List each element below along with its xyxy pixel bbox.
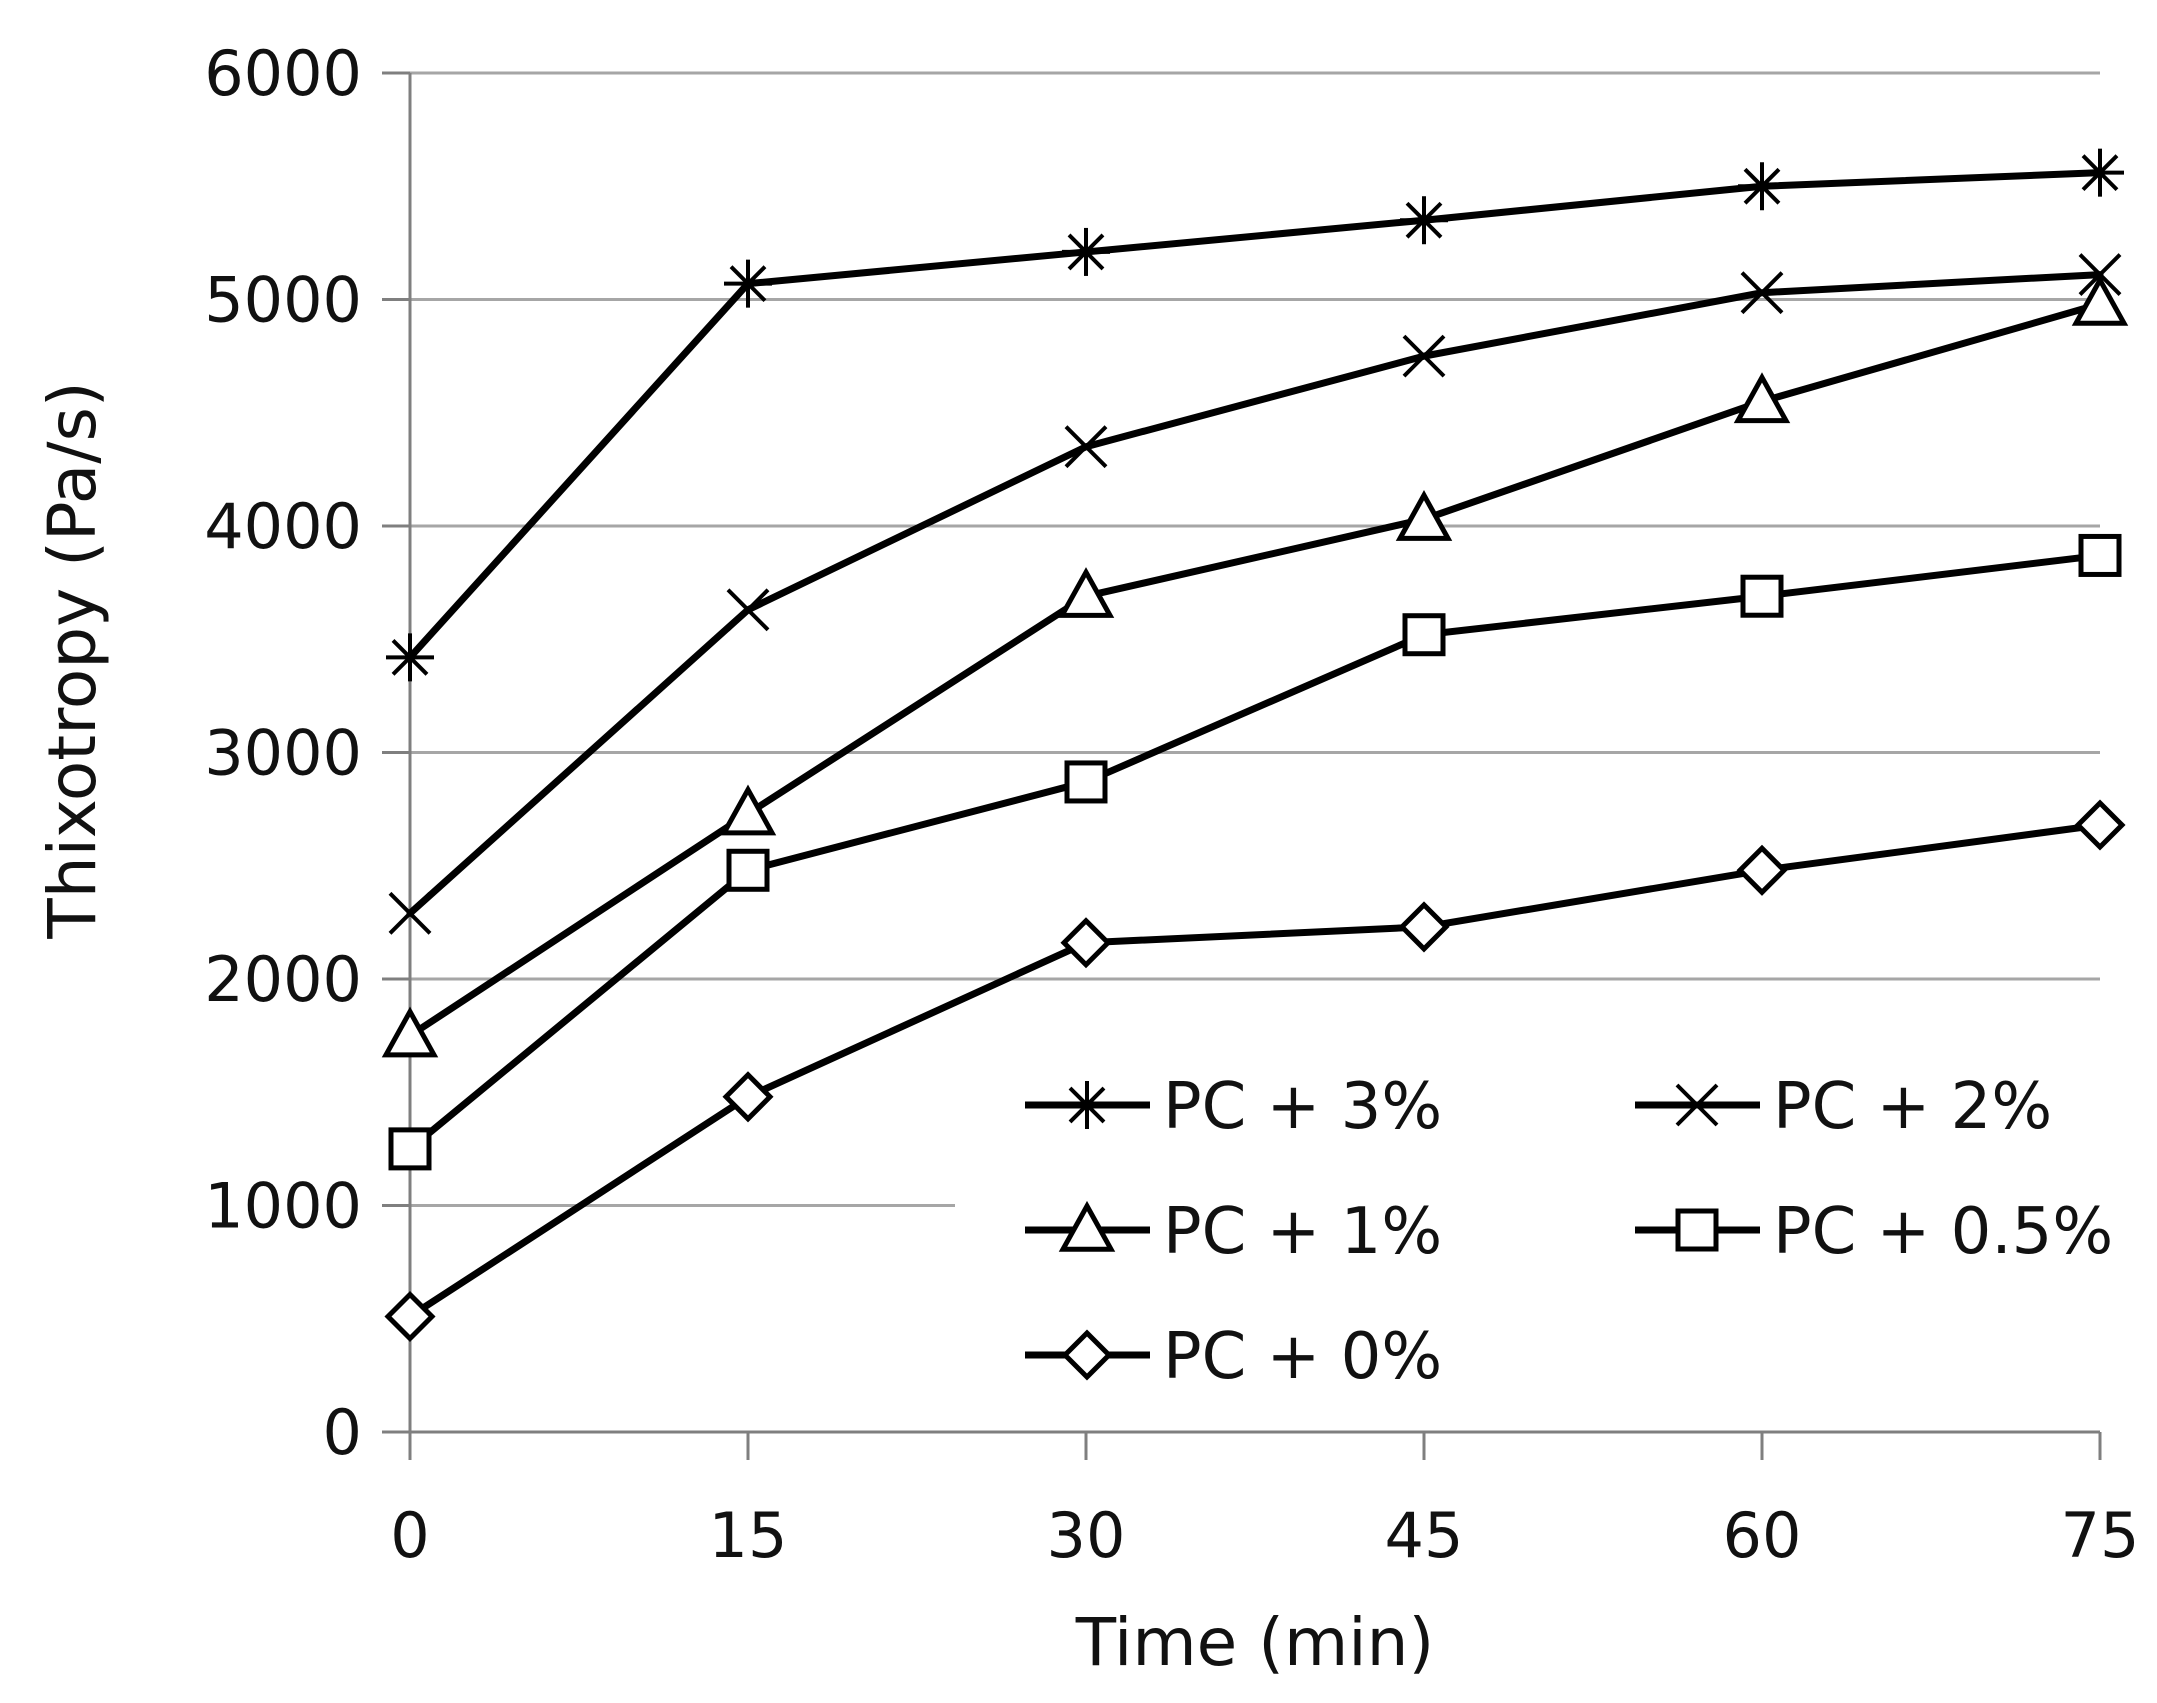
series-line [406,551,2104,1153]
series-line [406,271,2104,917]
legend-entry-1: PC + 2% [1635,1070,2052,1144]
y-tick-label: 5000 [204,264,362,337]
legend-entry-2: PC + 1% [1025,1195,1442,1269]
legend-label: PC + 1% [1163,1195,1442,1269]
data-point [1062,227,1110,276]
series-line [406,169,2104,661]
legend-label: PC + 0% [1163,1320,1442,1394]
legend-swatch-marker [1063,1081,1111,1129]
legend-entry-0: PC + 3% [1025,1070,1442,1144]
data-point [2078,533,2122,577]
data-point [381,1006,439,1058]
series-1 [388,253,2122,935]
data-point [1400,196,1448,245]
y-tick-label: 3000 [204,717,362,790]
data-point-stroke-b [388,891,432,935]
data-point [2078,253,2122,296]
data-point [1064,760,1108,804]
data-point-stroke-3 [1067,233,1105,271]
data-point [1736,844,1788,896]
series-2 [381,274,2129,1058]
data-point [1733,372,1791,424]
y-tick-label: 0 [323,1396,362,1469]
series-lines [381,148,2129,1343]
data-point [1402,613,1446,657]
axes [382,71,2102,1460]
x-axis-title: Time (min) [1075,1604,1434,1681]
data-point [1064,425,1108,469]
data-point [719,784,777,836]
data-point-stroke-3 [2081,154,2119,192]
y-tick-label: 6000 [204,37,362,110]
data-point-stroke-3 [391,638,429,676]
data-point [386,633,434,682]
data-point [1740,574,1784,618]
series-0 [386,148,2124,682]
data-point-stroke-b [1740,271,1784,315]
data-point [722,1071,774,1123]
x-tick-label: 30 [1047,1499,1126,1572]
legend-swatch-marker [1058,1200,1116,1252]
data-point [2076,148,2124,197]
data-point [1057,567,1115,618]
data-point [1738,162,1786,211]
data-point [1398,901,1450,953]
legend-swatch-marker-stroke-3 [1068,1086,1106,1124]
data-point-stroke-b [2078,253,2122,296]
data-point [726,588,770,632]
data-point [1402,334,1446,378]
data-point [1740,271,1784,315]
x-tick-labels: 0 15 30 45 60 75 [390,1499,2139,1572]
series-line [406,300,2104,1040]
data-point [1060,917,1112,969]
legend: PC + 3% PC + 2% PC + 1% PC + 0.5% PC + 0% [1025,1070,2113,1394]
legend-entry-4: PC + 0% [1025,1320,1442,1394]
gridlines [410,71,2100,1207]
x-tick-label: 15 [709,1499,788,1572]
legend-label: PC + 2% [1773,1070,2052,1144]
series-4 [384,799,2126,1343]
data-point [1395,490,1453,541]
y-axis-title: Thixotropy (Pa/s) [34,381,111,939]
legend-entry-3: PC + 0.5% [1635,1195,2113,1269]
data-point-stroke-b [726,588,770,632]
y-tick-label: 1000 [204,1170,362,1243]
data-point [384,1290,436,1343]
y-tick-label: 4000 [204,490,362,563]
data-point-stroke-3 [729,265,767,303]
legend-swatch-marker [1061,1329,1113,1381]
legend-swatch-marker [1675,1083,1719,1127]
x-tick-label: 60 [1723,1499,1802,1572]
data-point-stroke-3 [1743,167,1781,205]
data-point-stroke-b [1402,334,1446,378]
x-tick-label: 45 [1385,1499,1464,1572]
data-point [2071,274,2129,326]
data-point-stroke-b [1064,425,1108,469]
series-line [406,821,2104,1320]
data-point [2074,799,2126,851]
data-point-stroke-3 [1405,201,1443,239]
y-tick-label: 2000 [204,943,362,1016]
legend-swatch-marker-stroke-b [1675,1083,1719,1127]
x-tick-label: 0 [390,1499,429,1572]
legend-label: PC + 3% [1163,1070,1442,1144]
data-point [724,259,772,308]
legend-label: PC + 0.5% [1773,1195,2113,1269]
x-tick-label: 75 [2061,1499,2140,1572]
data-point [388,891,432,935]
legend-swatch-marker [1675,1208,1719,1252]
y-tick-labels: 0 1000 2000 3000 4000 5000 6000 [204,37,362,1469]
data-point [726,848,770,892]
data-point [388,1127,432,1171]
series-3 [388,533,2122,1171]
